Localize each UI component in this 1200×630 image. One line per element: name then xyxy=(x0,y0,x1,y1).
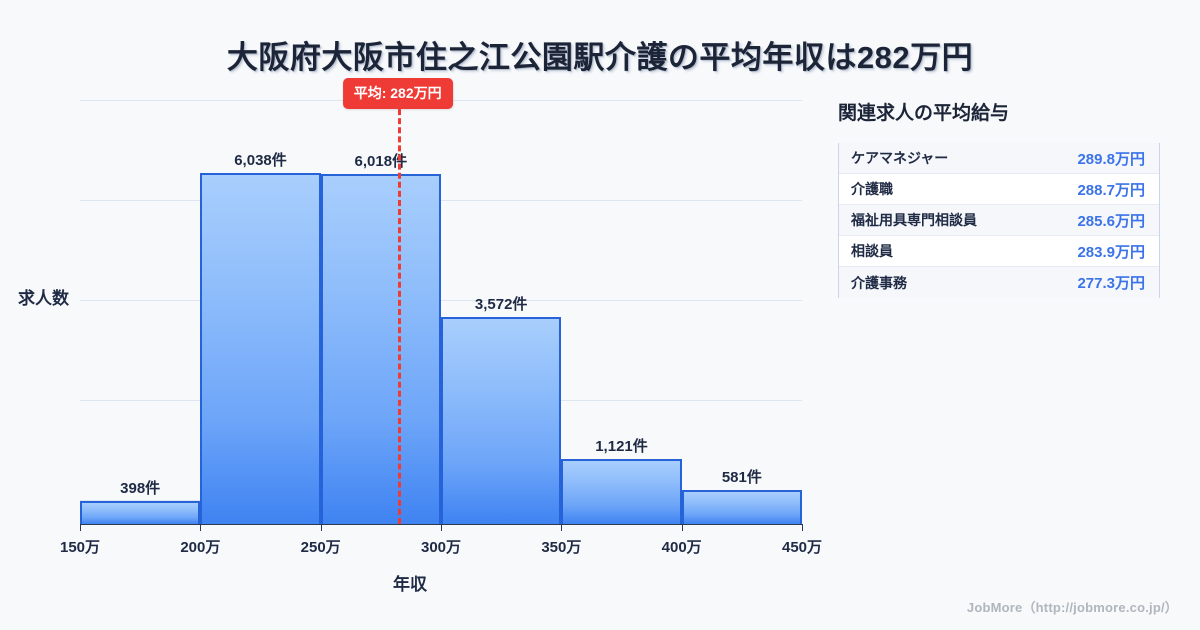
x-axis-tick xyxy=(441,524,442,531)
page-title: 大阪府大阪市住之江公園駅介護の平均年収は282万円 xyxy=(226,40,974,75)
related-salary-title: 関連求人の平均給与 xyxy=(838,103,1010,124)
average-salary-cell: 289.8万円 xyxy=(1077,150,1145,168)
plot-area: 398件 6,038件 6,018件 3,572件 1,121件 581件 xyxy=(80,100,802,524)
bar xyxy=(561,458,682,524)
x-axis-tick-label: 400万 xyxy=(661,539,702,556)
x-axis-tick-label: 250万 xyxy=(300,539,341,556)
bar xyxy=(681,490,802,524)
table-row[interactable]: 介護事務 277.3万円 xyxy=(839,267,1159,298)
related-salary-table: ケアマネジャー 289.8万円介護職 288.7万円福祉用具専門相談員 285.6万円… xyxy=(838,143,1160,298)
job-title-cell: 相談員 xyxy=(851,243,893,259)
x-axis-tick xyxy=(561,524,563,531)
bar-value-label: 581件 xyxy=(721,469,762,487)
average-badge: 平均: 282万円 xyxy=(342,78,453,109)
x-axis-tick-label: 300万 xyxy=(420,539,462,556)
bar-value-label: 6,038件 xyxy=(234,152,287,170)
job-title-cell: 福祉用具専門相談員 xyxy=(851,212,977,228)
job-title-cell: 介護職 xyxy=(851,181,893,197)
job-title-cell: ケアマネジャー xyxy=(851,150,949,166)
x-axis-tick-label: 450万 xyxy=(781,539,823,556)
bar xyxy=(320,174,441,524)
bar-value-label: 398件 xyxy=(120,479,161,497)
table-row[interactable]: 相談員 283.9万円 xyxy=(839,236,1159,267)
x-axis-tick xyxy=(200,524,202,531)
gridline xyxy=(80,200,802,201)
average-salary-cell: 288.7万円 xyxy=(1077,181,1145,199)
bar-value-label: 6,018件 xyxy=(354,153,408,171)
x-axis-tick xyxy=(320,524,322,531)
average-salary-cell: 283.9万円 xyxy=(1077,243,1145,261)
bar-value-label: 3,572件 xyxy=(474,295,528,313)
table-row[interactable]: ケアマネジャー 289.8万円 xyxy=(839,143,1159,174)
bar xyxy=(441,316,562,524)
average-salary-cell: 285.6万円 xyxy=(1077,212,1145,230)
job-title-cell: 介護事務 xyxy=(851,274,907,291)
average-salary-cell: 277.3万円 xyxy=(1077,275,1145,292)
x-axis-title: 年収 xyxy=(393,575,427,594)
x-axis-tick-label: 350万 xyxy=(541,539,582,556)
gridline xyxy=(80,300,802,301)
average-line xyxy=(397,100,401,524)
bar xyxy=(200,173,321,524)
bar-value-label: 1,121件 xyxy=(595,437,648,455)
x-axis-tick xyxy=(80,524,81,531)
footer-attribution: JobMore（http://jobmore.co.jp/） xyxy=(966,600,1178,615)
table-row[interactable]: 介護職 288.7万円 xyxy=(839,174,1159,205)
bar xyxy=(80,500,201,524)
x-axis-tick-label: 150万 xyxy=(59,539,101,556)
x-axis-tick xyxy=(681,524,683,531)
y-axis-title: 求人数 xyxy=(18,289,69,308)
x-axis-tick xyxy=(802,524,803,531)
table-row[interactable]: 福祉用具専門相談員 285.6万円 xyxy=(839,205,1159,236)
related-salary-panel: 関連求人の平均給与 ケアマネジャー 289.8万円介護職 288.7万円福祉用具専門… xyxy=(838,98,1168,298)
x-axis-tick-label: 200万 xyxy=(180,539,221,556)
histogram-chart: 求人数 398件 6,038件 6,018件 3,572件 1,121件 581件 平均:… xyxy=(0,78,822,594)
